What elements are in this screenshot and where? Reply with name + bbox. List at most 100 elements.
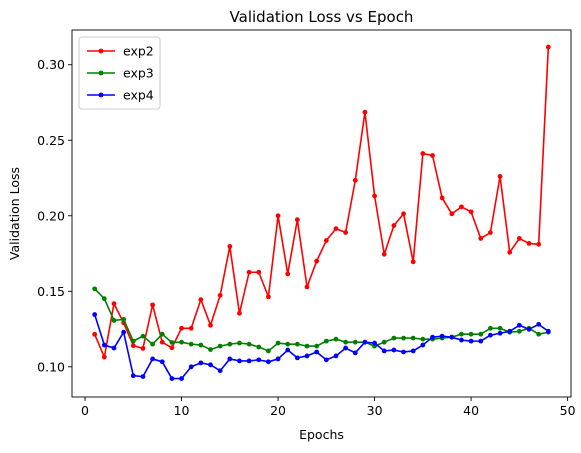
data-point-exp2 <box>507 249 513 255</box>
data-point-exp4 <box>439 333 445 339</box>
data-point-exp2 <box>516 236 522 241</box>
legend: exp2 exp3 exp4 <box>78 36 161 110</box>
data-point-exp4 <box>526 326 532 332</box>
data-point-exp2 <box>227 244 233 249</box>
legend-marker-exp4 <box>98 92 104 98</box>
x-tick-label: 20 <box>270 403 286 418</box>
data-point-exp2 <box>497 173 503 179</box>
data-point-exp2 <box>294 217 300 223</box>
data-point-exp2 <box>275 213 281 219</box>
legend-label-exp2: exp2 <box>123 44 154 59</box>
data-point-exp2 <box>314 258 320 264</box>
data-point-exp3 <box>101 296 107 302</box>
chart-title: Validation Loss vs Epoch <box>230 8 414 26</box>
y-tick-label: 0.30 <box>37 57 65 72</box>
data-point-exp4 <box>275 356 281 362</box>
data-point-exp4 <box>497 330 503 336</box>
x-tick-label: 40 <box>463 403 479 418</box>
data-point-exp2 <box>372 193 377 199</box>
x-tick-label: 50 <box>560 403 576 418</box>
data-point-exp4 <box>92 312 98 317</box>
data-point-exp2 <box>430 153 435 158</box>
data-point-exp4 <box>159 359 165 365</box>
data-point-exp4 <box>294 355 300 361</box>
data-point-exp2 <box>449 211 455 217</box>
data-point-exp3 <box>275 340 281 346</box>
data-point-exp4 <box>459 337 464 343</box>
data-point-exp2 <box>352 177 358 183</box>
data-point-exp4 <box>545 328 551 334</box>
data-point-exp3 <box>333 336 339 342</box>
data-point-exp4 <box>179 376 184 381</box>
series-layer <box>92 44 551 381</box>
data-point-exp3 <box>111 318 117 323</box>
data-point-exp4 <box>410 348 416 354</box>
data-point-exp4 <box>516 322 522 328</box>
data-point-exp4 <box>140 374 146 380</box>
data-point-exp3 <box>410 335 416 341</box>
data-point-exp4 <box>246 358 252 364</box>
data-point-exp2 <box>169 345 175 351</box>
data-point-exp4 <box>343 345 349 351</box>
data-point-exp4 <box>372 340 377 346</box>
data-point-exp3 <box>294 341 300 347</box>
data-point-exp4 <box>420 342 426 348</box>
data-point-exp2 <box>92 331 98 337</box>
data-point-exp3 <box>121 316 127 322</box>
x-axis-ticks: 0 10 20 30 40 50 <box>81 397 576 418</box>
y-axis-ticks: 0.10 0.15 0.20 0.25 0.30 <box>37 57 72 374</box>
data-point-exp2 <box>420 151 426 156</box>
data-point-exp3 <box>343 339 349 345</box>
data-point-exp3 <box>401 335 406 341</box>
data-point-exp3 <box>188 341 194 347</box>
data-point-exp2 <box>150 302 155 308</box>
data-point-exp3 <box>159 331 165 337</box>
legend-label-exp4: exp4 <box>123 88 154 103</box>
data-point-exp2 <box>333 226 339 232</box>
data-point-exp2 <box>459 204 464 210</box>
data-point-exp3 <box>314 343 320 349</box>
data-point-exp3 <box>285 341 291 347</box>
data-point-exp2 <box>256 269 262 275</box>
data-point-exp4 <box>391 347 397 353</box>
data-point-exp4 <box>130 373 136 379</box>
data-point-exp2 <box>246 269 252 275</box>
x-tick-label: 0 <box>81 403 89 418</box>
data-point-exp2 <box>468 209 474 215</box>
data-point-exp3 <box>266 348 271 354</box>
data-point-exp2 <box>391 223 397 228</box>
data-point-exp4 <box>121 329 127 335</box>
data-point-exp3 <box>497 325 503 331</box>
data-point-exp4 <box>381 348 387 354</box>
data-point-exp2 <box>526 241 532 246</box>
y-tick-label: 0.25 <box>37 133 65 148</box>
data-point-exp2 <box>111 301 117 307</box>
data-point-exp2 <box>545 44 551 50</box>
data-point-exp4 <box>430 334 435 340</box>
data-point-exp3 <box>227 341 233 347</box>
data-point-exp2 <box>266 294 271 300</box>
data-point-exp4 <box>333 353 339 359</box>
legend-label-exp3: exp3 <box>123 66 154 81</box>
axes-frame <box>71 29 572 398</box>
data-point-exp4 <box>314 349 320 355</box>
data-point-exp3 <box>352 339 358 345</box>
data-point-exp3 <box>323 338 329 344</box>
y-tick-label: 0.15 <box>37 284 65 299</box>
data-point-exp4 <box>323 357 329 363</box>
data-point-exp2 <box>381 251 387 257</box>
data-point-exp3 <box>198 342 204 348</box>
legend-marker-exp3 <box>98 70 104 76</box>
data-point-exp4 <box>217 368 223 374</box>
data-point-exp2 <box>536 241 542 247</box>
data-point-exp2 <box>488 230 493 235</box>
data-point-exp4 <box>208 362 213 368</box>
data-point-exp4 <box>362 339 368 345</box>
data-point-exp2 <box>217 292 223 298</box>
data-point-exp2 <box>237 310 242 316</box>
data-point-exp2 <box>410 259 416 265</box>
data-point-exp4 <box>237 358 242 364</box>
data-point-exp4 <box>488 332 493 338</box>
legend-marker-exp2 <box>98 48 104 54</box>
